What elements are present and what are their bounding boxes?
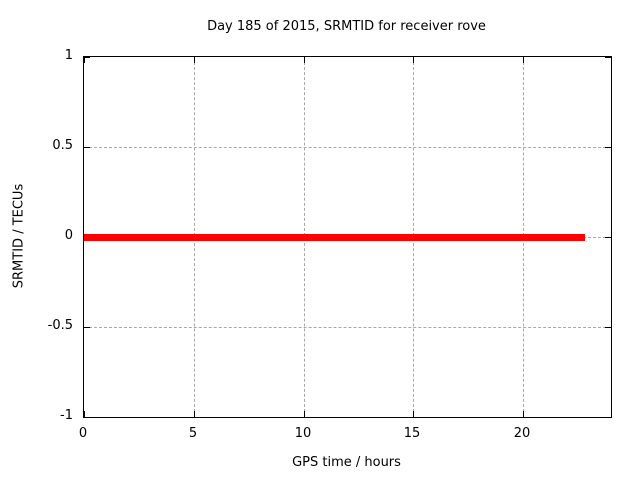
x-axis-label: GPS time / hours [292, 455, 401, 470]
x-tick-mark-top [413, 57, 414, 63]
y-tick-mark-right [605, 237, 611, 238]
x-tick-mark-top [523, 57, 524, 63]
x-tick-mark-top [84, 57, 85, 63]
y-tick-label: -1 [60, 408, 73, 423]
y-tick-mark-left [84, 327, 90, 328]
y-tick-mark-right [605, 57, 611, 58]
y-tick-label: -0.5 [47, 318, 73, 333]
gridline-y [84, 147, 611, 148]
x-tick-mark-top [304, 57, 305, 63]
x-tick-label: 10 [294, 426, 312, 441]
y-tick-mark-left [84, 147, 90, 148]
x-tick-mark-bottom [84, 411, 85, 417]
y-tick-mark-right [605, 327, 611, 328]
plot-area [83, 56, 612, 418]
gridline-y [84, 327, 611, 328]
y-tick-label: 0 [64, 228, 73, 243]
x-tick-mark-bottom [194, 411, 195, 417]
x-tick-label: 5 [188, 426, 198, 441]
x-tick-mark-bottom [523, 411, 524, 417]
x-tick-mark-top [194, 57, 195, 63]
y-tick-mark-left [84, 417, 90, 418]
x-tick-mark-bottom [304, 411, 305, 417]
y-tick-label: 1 [64, 48, 73, 63]
y-tick-mark-left [84, 57, 90, 58]
x-tick-label: 15 [403, 426, 421, 441]
y-tick-label: 0.5 [52, 138, 73, 153]
x-tick-label: 0 [78, 426, 88, 441]
x-tick-mark-bottom [413, 411, 414, 417]
data-series-line [84, 234, 585, 241]
x-tick-label: 20 [513, 426, 531, 441]
y-tick-mark-right [605, 417, 611, 418]
y-tick-mark-right [605, 147, 611, 148]
chart-title: Day 185 of 2015, SRMTID for receiver rov… [207, 19, 486, 34]
